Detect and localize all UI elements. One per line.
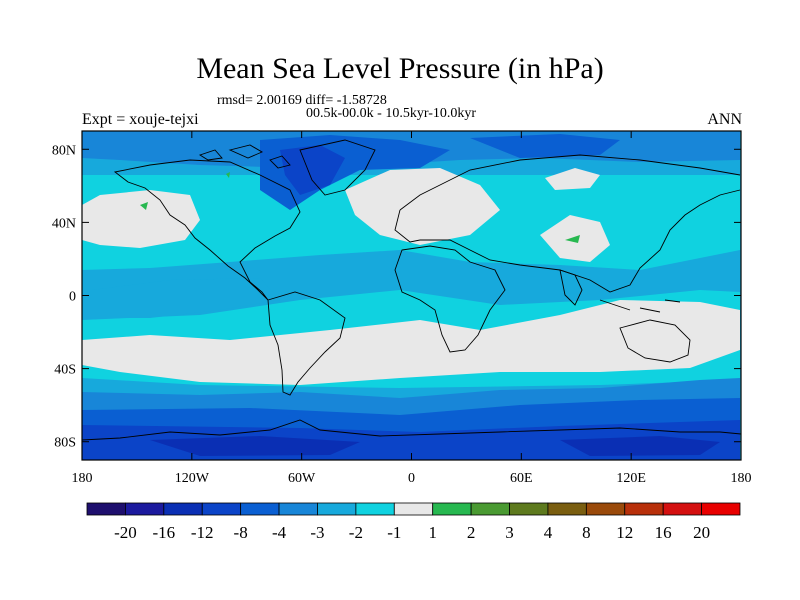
x-tick-label: 60W xyxy=(288,471,316,486)
colorbar-swatch xyxy=(163,502,203,516)
field-grey-north-east xyxy=(545,168,600,190)
coast-africa xyxy=(394,245,506,353)
x-tick-label: 180 xyxy=(731,471,752,486)
colorbar-label: -4 xyxy=(272,523,287,542)
colorbar-swatch xyxy=(662,502,702,516)
colorbar-swatch xyxy=(125,502,165,516)
field-positive-1 xyxy=(140,202,148,210)
x-tick-label: 0 xyxy=(408,471,415,486)
colorbar-label: -20 xyxy=(114,523,137,542)
y-tick-label: 0 xyxy=(69,290,76,305)
experiment-label: Expt = xouje-tejxi xyxy=(82,111,199,128)
colorbar-label: -3 xyxy=(310,523,324,542)
colorbar-swatch xyxy=(278,502,318,516)
x-tick-label: 120W xyxy=(175,471,210,486)
colorbar-swatch xyxy=(317,502,357,516)
y-tick-label: 40S xyxy=(54,363,76,378)
stats-text: rmsd= 2.00169 diff= -1.58728 xyxy=(217,93,387,108)
colorbar-label: 12 xyxy=(616,523,633,542)
colorbar-swatch xyxy=(624,502,664,516)
field-grey-pacific-north xyxy=(82,190,200,248)
colorbar-label: -8 xyxy=(234,523,248,542)
colorbar-label: 8 xyxy=(582,523,591,542)
season-label: ANN xyxy=(707,111,742,128)
field-positive-3 xyxy=(226,172,230,178)
coast-antarctica xyxy=(82,419,741,441)
x-tick-label: 180 xyxy=(72,471,93,486)
colorbar-label: -2 xyxy=(349,523,363,542)
colorbar-label: 4 xyxy=(544,523,553,542)
coast-south-america xyxy=(267,291,346,396)
colorbar-swatch xyxy=(201,502,242,516)
coast-greenland xyxy=(299,139,376,196)
field-greenland-core xyxy=(280,145,345,195)
colorbar-swatch xyxy=(470,502,510,516)
colorbar-label: 1 xyxy=(428,523,437,542)
colorbar-swatch xyxy=(432,502,472,516)
colorbar-label: 20 xyxy=(693,523,710,542)
colorbar-swatch xyxy=(701,502,741,516)
colorbar-swatch xyxy=(509,502,549,516)
colorbar-label: -1 xyxy=(387,523,401,542)
field-positive-2 xyxy=(565,235,580,243)
colorbar: -20 -16 -12 -8 -4 -3 -2 -1 1 2 3 4 8 12 16 20 xyxy=(86,502,741,542)
colorbar-swatch xyxy=(355,502,395,516)
field-siberia-low xyxy=(470,134,620,158)
colorbar-label: 16 xyxy=(655,523,672,542)
colorbar-swatch xyxy=(240,502,280,516)
field-grey-atlantic-north xyxy=(345,168,500,245)
period-subtitle: 00.5k-00.0k - 10.5kyr-10.0kyr xyxy=(306,106,477,121)
colorbar-swatch xyxy=(86,502,126,516)
y-tick-label: 40N xyxy=(52,216,76,231)
y-tick-label: 80N xyxy=(52,143,76,158)
x-tick-label: 120E xyxy=(616,471,646,486)
colorbar-label: -12 xyxy=(191,523,214,542)
colorbar-swatch xyxy=(585,502,626,516)
coast-indonesia xyxy=(599,299,681,313)
coast-india xyxy=(559,269,583,306)
colorbar-swatch xyxy=(547,502,587,516)
colorbar-label: 2 xyxy=(467,523,476,542)
x-tick-label: 60E xyxy=(510,471,533,486)
coast-arctic-islands xyxy=(198,144,291,169)
y-tick-label: 80S xyxy=(54,436,76,451)
field-antarctica-core-2 xyxy=(560,436,720,456)
coast-australia xyxy=(619,319,691,363)
coast-eurasia xyxy=(394,154,741,293)
axis-ticks: 180 120W 60W 0 60E 120E 180 80N 40N 0 40S 80S xyxy=(52,131,752,486)
coastlines xyxy=(82,139,741,441)
chart-title: Mean Sea Level Pressure (in hPa) xyxy=(196,52,604,85)
colorbar-label: -16 xyxy=(152,523,175,542)
field-grey-south-subtropics xyxy=(82,300,740,385)
pressure-field xyxy=(82,131,741,460)
colorbar-label: 3 xyxy=(505,523,514,542)
colorbar-swatch xyxy=(393,502,434,516)
coast-north-america xyxy=(113,159,301,301)
field-antarctica-core xyxy=(150,436,360,456)
field-tropical-band xyxy=(92,278,280,318)
